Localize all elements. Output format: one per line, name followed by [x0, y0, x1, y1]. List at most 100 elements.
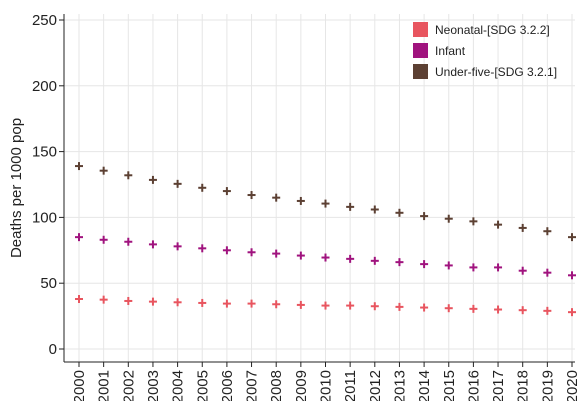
data-point	[420, 212, 429, 221]
data-point	[568, 271, 576, 280]
data-point	[543, 268, 552, 277]
data-point	[272, 300, 281, 309]
x-tick-label: 2000	[71, 370, 88, 401]
data-point	[296, 251, 305, 260]
data-point	[222, 246, 231, 255]
x-tick-label: 2011	[342, 370, 359, 401]
legend-item: Infant	[413, 43, 466, 58]
data-point	[99, 295, 108, 304]
legend-item: Neonatal-[SDG 3.2.2]	[413, 22, 550, 37]
y-tick-label: 0	[49, 341, 57, 358]
x-tick-label: 2017	[490, 370, 507, 401]
legend-swatch	[413, 64, 428, 79]
x-tick-label: 2001	[96, 370, 113, 401]
x-tick-label: 2009	[293, 370, 310, 401]
data-point	[370, 256, 379, 265]
data-point	[222, 187, 231, 196]
data-point	[321, 301, 330, 310]
data-point	[395, 302, 404, 311]
data-point	[494, 263, 503, 272]
data-point	[469, 217, 478, 226]
x-tick-label: 2006	[219, 370, 236, 401]
legend-label: Infant	[435, 44, 466, 58]
x-tick-label: 2018	[515, 370, 532, 401]
data-point	[148, 297, 157, 306]
data-point	[99, 235, 108, 244]
data-point	[444, 214, 453, 223]
data-point	[99, 166, 108, 175]
data-point	[494, 220, 503, 229]
data-point	[518, 306, 527, 315]
data-point	[173, 179, 182, 188]
data-point	[247, 191, 256, 200]
y-tick-label: 250	[32, 12, 57, 29]
data-point	[124, 171, 133, 180]
data-point	[543, 227, 552, 236]
data-point	[469, 304, 478, 313]
x-tick-label: 2020	[564, 370, 581, 401]
data-point	[444, 261, 453, 270]
data-point	[444, 304, 453, 313]
data-point	[346, 254, 355, 263]
data-point	[395, 258, 404, 267]
data-point	[420, 303, 429, 312]
data-point	[494, 305, 503, 314]
data-point	[370, 302, 379, 311]
x-tick-label: 2019	[539, 370, 556, 401]
data-point	[321, 199, 330, 208]
x-tick-label: 2008	[268, 370, 285, 401]
x-tick-label: 2012	[367, 370, 384, 401]
data-point	[247, 248, 256, 257]
data-point	[296, 196, 305, 205]
x-tick-label: 2007	[244, 370, 261, 401]
plot-frame	[63, 14, 575, 363]
legend-label: Neonatal-[SDG 3.2.2]	[435, 23, 550, 37]
data-point	[247, 299, 256, 308]
data-point	[370, 205, 379, 214]
data-point	[124, 237, 133, 246]
legend-swatch	[413, 22, 428, 37]
data-point	[543, 306, 552, 315]
data-point	[198, 298, 207, 307]
data-point	[518, 266, 527, 275]
data-point	[148, 240, 157, 249]
data-point	[75, 233, 83, 242]
legend-item: Under-five-[SDG 3.2.1]	[413, 64, 557, 79]
data-point	[124, 296, 133, 305]
legend: Neonatal-[SDG 3.2.2] Infant Under-five-[SD…	[413, 22, 557, 79]
legend-label: Under-five-[SDG 3.2.1]	[435, 65, 557, 79]
x-axis: 2000 2001 2002 2003 2004 2005 2006 2007 2008 2009…	[71, 362, 581, 401]
data-point	[321, 253, 330, 262]
data-point	[198, 183, 207, 192]
y-tick-label: 50	[40, 275, 57, 292]
data-point	[222, 299, 231, 308]
y-axis-title: Deaths per 1000 pop	[8, 118, 25, 258]
data-point	[75, 294, 83, 303]
x-tick-label: 2004	[170, 370, 187, 401]
data-point	[346, 202, 355, 211]
data-point	[75, 162, 83, 171]
data-point	[568, 308, 576, 317]
data-point	[296, 300, 305, 309]
data-point	[469, 263, 478, 272]
x-tick-label: 2010	[318, 370, 335, 401]
data-point	[420, 260, 429, 269]
data-point	[198, 244, 207, 253]
x-tick-label: 2003	[145, 370, 162, 401]
y-tick-label: 200	[32, 78, 57, 95]
data-point	[272, 193, 281, 202]
data-point	[395, 208, 404, 217]
data-point	[148, 175, 157, 184]
x-tick-label: 2015	[441, 370, 458, 401]
y-tick-label: 150	[32, 144, 57, 161]
data-point	[568, 233, 576, 242]
y-tick-label: 100	[32, 209, 57, 226]
data-point	[173, 242, 182, 251]
x-tick-label: 2014	[416, 370, 433, 401]
x-tick-label: 2016	[465, 370, 482, 401]
legend-swatch	[413, 43, 428, 58]
x-tick-label: 2005	[194, 370, 211, 401]
data-point	[518, 223, 527, 232]
x-tick-label: 2013	[391, 370, 408, 401]
